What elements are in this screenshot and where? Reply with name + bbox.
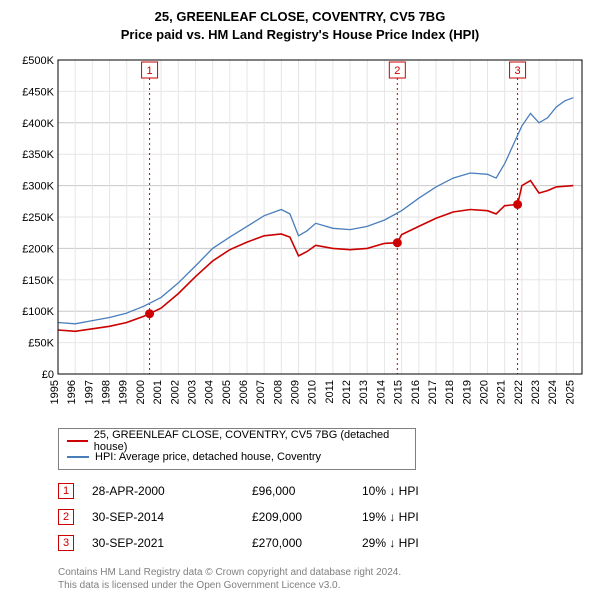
svg-text:£200K: £200K: [22, 244, 54, 256]
svg-text:2005: 2005: [221, 380, 233, 404]
svg-text:2018: 2018: [444, 380, 456, 404]
svg-text:2011: 2011: [324, 380, 336, 404]
svg-text:£500K: £500K: [22, 55, 54, 67]
svg-text:2004: 2004: [204, 380, 216, 404]
svg-text:2022: 2022: [513, 380, 525, 404]
svg-text:1: 1: [147, 65, 153, 77]
svg-text:£450K: £450K: [22, 87, 54, 99]
transaction-price: £270,000: [252, 536, 362, 550]
attribution-line: This data is licensed under the Open Gov…: [58, 579, 590, 592]
svg-text:2001: 2001: [152, 380, 164, 404]
transaction-hpi-delta: 19% ↓ HPI: [362, 510, 472, 524]
svg-text:2003: 2003: [186, 380, 198, 404]
svg-text:£150K: £150K: [22, 275, 54, 287]
legend-item: 25, GREENLEAF CLOSE, COVENTRY, CV5 7BG (…: [67, 433, 407, 449]
attribution-line: Contains HM Land Registry data © Crown c…: [58, 566, 590, 579]
svg-text:£350K: £350K: [22, 150, 54, 162]
svg-text:£100K: £100K: [22, 307, 54, 319]
svg-text:1999: 1999: [118, 380, 130, 404]
transaction-row: 1 28-APR-2000£96,00010% ↓ HPI: [58, 478, 590, 504]
transaction-date: 30-SEP-2021: [92, 536, 252, 550]
svg-text:2006: 2006: [238, 380, 250, 404]
svg-text:2024: 2024: [547, 380, 559, 404]
transaction-price: £209,000: [252, 510, 362, 524]
transaction-table: 1 28-APR-2000£96,00010% ↓ HPI 2 30-SEP-2014…: [58, 478, 590, 556]
transaction-row: 2 30-SEP-2014£209,00019% ↓ HPI: [58, 504, 590, 530]
svg-text:1995: 1995: [49, 380, 61, 404]
svg-text:2015: 2015: [393, 380, 405, 404]
chart-title: 25, GREENLEAF CLOSE, COVENTRY, CV5 7BG: [10, 8, 590, 26]
svg-text:2016: 2016: [410, 380, 422, 404]
svg-text:2020: 2020: [479, 380, 491, 404]
transaction-row: 3 30-SEP-2021£270,00029% ↓ HPI: [58, 530, 590, 556]
svg-text:3: 3: [515, 65, 521, 77]
transaction-marker: 3: [58, 535, 74, 551]
attribution: Contains HM Land Registry data © Crown c…: [58, 566, 590, 592]
chart-subtitle: Price paid vs. HM Land Registry's House …: [10, 26, 590, 44]
svg-text:2013: 2013: [358, 380, 370, 404]
svg-text:2009: 2009: [290, 380, 302, 404]
svg-text:2017: 2017: [427, 380, 439, 404]
svg-text:£300K: £300K: [22, 181, 54, 193]
transaction-hpi-delta: 29% ↓ HPI: [362, 536, 472, 550]
svg-text:£250K: £250K: [22, 212, 54, 224]
svg-text:2021: 2021: [496, 380, 508, 404]
chart-svg: £0 £50K £100K £150K £200K £250K £300K £350K £400…: [10, 52, 590, 422]
svg-text:2008: 2008: [272, 380, 284, 404]
svg-text:2023: 2023: [530, 380, 542, 404]
transaction-date: 30-SEP-2014: [92, 510, 252, 524]
svg-text:2002: 2002: [169, 380, 181, 404]
svg-text:2012: 2012: [341, 380, 353, 404]
svg-text:2007: 2007: [255, 380, 267, 404]
price-chart: £0 £50K £100K £150K £200K £250K £300K £350K £400…: [10, 52, 590, 422]
legend: 25, GREENLEAF CLOSE, COVENTRY, CV5 7BG (…: [58, 428, 416, 470]
legend-swatch: [67, 440, 88, 442]
svg-text:1998: 1998: [101, 380, 113, 404]
svg-text:£50K: £50K: [28, 338, 54, 350]
transaction-marker: 1: [58, 483, 74, 499]
transaction-date: 28-APR-2000: [92, 484, 252, 498]
legend-swatch: [67, 456, 89, 458]
transaction-price: £96,000: [252, 484, 362, 498]
svg-text:2000: 2000: [135, 380, 147, 404]
svg-text:1997: 1997: [83, 380, 95, 404]
svg-text:2019: 2019: [461, 380, 473, 404]
legend-label: HPI: Average price, detached house, Cove…: [95, 451, 321, 463]
legend-label: 25, GREENLEAF CLOSE, COVENTRY, CV5 7BG (…: [94, 429, 407, 453]
svg-text:2010: 2010: [307, 380, 319, 404]
transaction-hpi-delta: 10% ↓ HPI: [362, 484, 472, 498]
svg-text:1996: 1996: [66, 380, 78, 404]
svg-text:2: 2: [394, 65, 400, 77]
svg-text:£0: £0: [42, 369, 54, 381]
transaction-marker: 2: [58, 509, 74, 525]
svg-text:£400K: £400K: [22, 118, 54, 130]
svg-text:2014: 2014: [375, 380, 387, 404]
svg-text:2025: 2025: [564, 380, 576, 404]
